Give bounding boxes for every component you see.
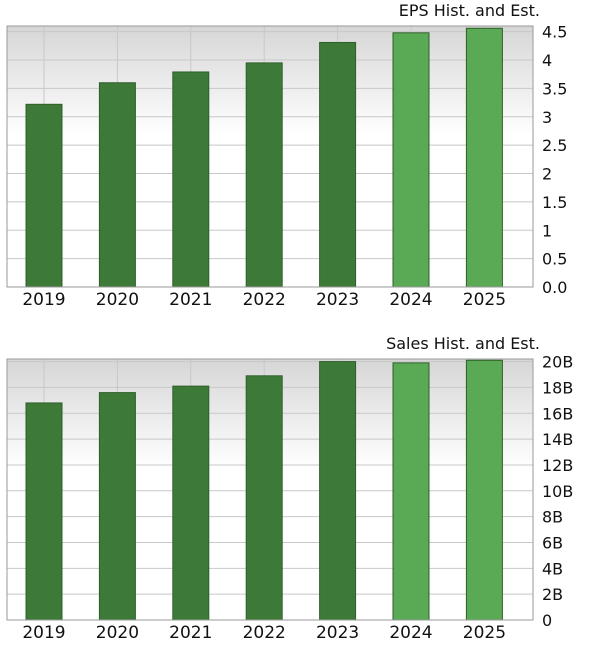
eps-bar-2025 (465, 27, 503, 288)
sales-chart-title: Sales Hist. and Est. (386, 334, 540, 353)
sales-x-tick-label: 2025 (463, 623, 506, 643)
eps-x-ticks: 2019 2020 2021 2022 2023 2024 2025 (22, 290, 506, 310)
sales-bar-2024 (392, 362, 430, 621)
sales-bar-2020 (98, 392, 136, 621)
sales-y-tick-label: 4B (542, 559, 563, 578)
eps-x-tick-label: 2025 (463, 290, 506, 310)
eps-bar-2024 (392, 32, 430, 288)
eps-x-tick-label: 2019 (22, 290, 65, 310)
eps-plot-frame (6, 25, 534, 288)
eps-x-tick-label: 2022 (243, 290, 286, 310)
eps-bar-2021 (172, 71, 210, 288)
sales-y-tick-label: 6B (542, 533, 563, 552)
eps-x-tick-label: 2020 (96, 290, 139, 310)
eps-y-tick-label: 4.5 (542, 23, 567, 42)
eps-y-tick-label: 0.0 (542, 278, 567, 297)
sales-bar-2025 (465, 359, 503, 621)
eps-bars (25, 27, 503, 288)
sales-y-tick-label: 2B (542, 585, 563, 604)
sales-x-ticks: 2019 2020 2021 2022 2023 2024 2025 (22, 623, 506, 643)
eps-y-tick-label: 2.5 (542, 136, 567, 155)
sales-x-tick-label: 2023 (316, 623, 359, 643)
eps-bar-2019 (25, 103, 63, 288)
eps-y-ticks: 0.0 0.5 1 1.5 2 2.5 3 3.5 4 4.5 (542, 23, 567, 297)
eps-bar-2020 (98, 82, 136, 288)
eps-chart: EPS Hist. and Est. 0.0 0.5 1 1.5 2 2.5 3 3.5 4 4.… (6, 1, 567, 310)
eps-x-tick-label: 2021 (169, 290, 212, 310)
sales-bar-2019 (25, 402, 63, 621)
eps-y-tick-label: 3.5 (542, 79, 567, 98)
sales-plot-frame (6, 358, 534, 621)
sales-x-tick-label: 2021 (169, 623, 212, 643)
eps-y-tick-label: 1.5 (542, 193, 567, 212)
sales-bar-2021 (172, 385, 210, 621)
eps-bar-2022 (245, 62, 283, 288)
sales-y-tick-label: 18B (542, 378, 573, 397)
sales-x-tick-label: 2019 (22, 623, 65, 643)
eps-y-tick-label: 3 (542, 108, 552, 127)
sales-y-tick-label: 10B (542, 482, 573, 501)
sales-x-tick-label: 2020 (96, 623, 139, 643)
sales-bars (25, 359, 503, 621)
sales-y-tick-label: 0 (542, 611, 552, 630)
sales-y-tick-label: 8B (542, 508, 563, 527)
eps-y-tick-label: 0.5 (542, 250, 567, 269)
sales-y-ticks: 0 2B 4B 6B 8B 10B 12B 14B 16B 18B 20B (542, 353, 573, 630)
eps-chart-title: EPS Hist. and Est. (399, 1, 540, 20)
sales-x-tick-label: 2024 (389, 623, 432, 643)
eps-x-tick-label: 2024 (389, 290, 432, 310)
sales-chart: Sales Hist. and Est. 0 2B 4B 6B 8B 10B 12B 14B 1… (6, 334, 573, 643)
sales-y-tick-label: 12B (542, 456, 573, 475)
eps-y-tick-label: 1 (542, 221, 552, 240)
sales-x-tick-label: 2022 (243, 623, 286, 643)
sales-bar-2022 (245, 375, 283, 621)
eps-y-tick-label: 2 (542, 165, 552, 184)
eps-bar-2023 (319, 41, 357, 288)
sales-bar-2023 (319, 361, 357, 621)
sales-y-tick-label: 14B (542, 430, 573, 449)
sales-y-tick-label: 16B (542, 404, 573, 423)
sales-y-tick-label: 20B (542, 353, 573, 372)
eps-y-tick-label: 4 (542, 51, 552, 70)
eps-x-tick-label: 2023 (316, 290, 359, 310)
